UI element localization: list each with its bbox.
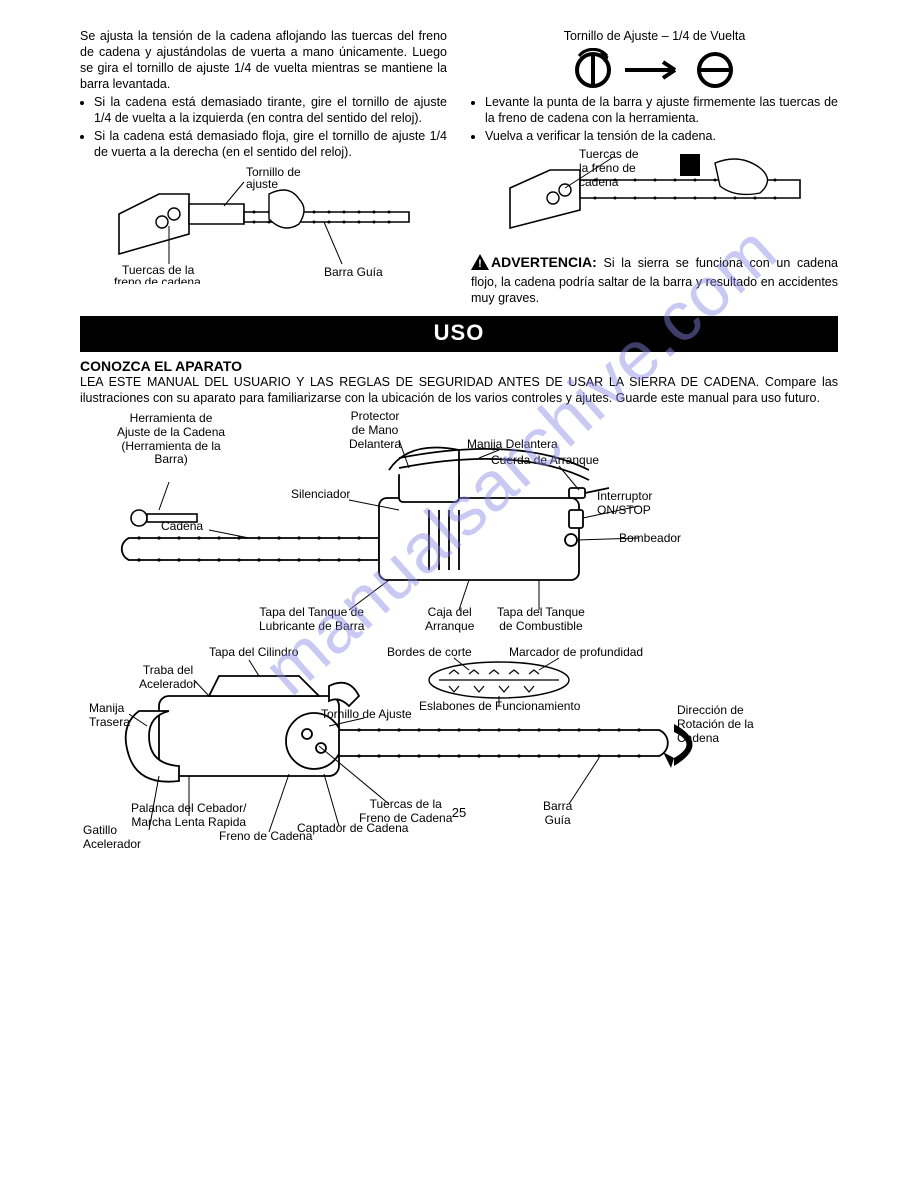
lbl-protector: Protectorde ManoDelantera	[349, 410, 401, 451]
lbl-marcador: Marcador de profundidad	[509, 646, 643, 660]
left-bullet-2: Si la cadena está demasiado floja, gire …	[94, 128, 447, 160]
section-title: CONOZCA EL APARATO	[80, 358, 838, 374]
right-bullet-1: Levante la punta de la barra y ajuste fi…	[485, 94, 838, 126]
lbl-traba: Traba delAcelerador	[139, 664, 197, 692]
lbl-herramienta: Herramienta deAjuste de la Cadena(Herram…	[117, 412, 225, 467]
quarter-turn-icon	[565, 48, 745, 92]
lbl-tapa-lub: Tapa del Tanque deLubricante de Barra	[259, 606, 364, 634]
conozca-section: CONOZCA EL APARATO LEA ESTE MANUAL DEL U…	[80, 358, 838, 406]
lbl-silenciador: Silenciador	[291, 488, 350, 502]
left-bullets: Si la cadena está demasiado tirante, gir…	[80, 94, 447, 160]
lbl-interruptor: InterruptorON/STOP	[597, 490, 652, 518]
figure-quarter-turn	[471, 48, 838, 92]
lbl-tuercas-right: Tuercas dela freno decadena	[579, 148, 639, 189]
lbl-tornillo-a: Tornillo de Ajuste	[321, 708, 412, 722]
warning-label: ADVERTENCIA:	[491, 254, 597, 270]
lbl-tuercas2: freno de cadena	[114, 275, 201, 284]
lbl-manija-t: ManijaTrasera	[89, 702, 130, 730]
lbl-tapa-comb: Tapa del Tanquede Combustible	[497, 606, 585, 634]
chainsaw-adjust-illustration: Tornillo de ajuste Tuercas de la freno d…	[114, 164, 414, 284]
right-column: Tornillo de Ajuste – 1/4 de Vuelta	[471, 28, 838, 306]
diagram-top: Herramienta deAjuste de la Cadena(Herram…	[99, 410, 819, 640]
lbl-manija-del: Manija Delantera	[467, 438, 558, 452]
right-bullet-2: Vuelva a verificar la tensión de la cade…	[485, 128, 838, 144]
manual-page: Se ajusta la tensión de la cadena afloja…	[0, 0, 918, 846]
lbl-tornillo2: ajuste	[246, 177, 278, 191]
intro-text: LEA ESTE MANUAL DEL USUARIO Y LAS REGLAS…	[80, 374, 838, 406]
figure-tighten: Tuercas dela freno decadena	[471, 148, 838, 248]
lbl-tapa-cil: Tapa del Cilindro	[209, 646, 298, 660]
lbl-barra: Barra Guía	[324, 265, 383, 279]
tighten-illustration	[505, 148, 805, 248]
lbl-bordes: Bordes de corte	[387, 646, 472, 660]
lbl-caja: Caja delArranque	[425, 606, 474, 634]
top-columns: Se ajusta la tensión de la cadena afloja…	[80, 28, 838, 306]
uso-heading-bar: USO	[80, 316, 838, 352]
left-bullet-1: Si la cadena está demasiado tirante, gir…	[94, 94, 447, 126]
figure-left: Tornillo de ajuste Tuercas de la freno d…	[80, 164, 447, 284]
warning-block: ! ADVERTENCIA: Si la sierra se funciona …	[471, 254, 838, 306]
lbl-cuerda: Cuerda de Arranque	[491, 454, 599, 468]
right-bullets: Levante la punta de la barra y ajuste fi…	[471, 94, 838, 144]
right-caption: Tornillo de Ajuste – 1/4 de Vuelta	[471, 28, 838, 44]
page-number: 25	[0, 805, 918, 820]
left-paragraph: Se ajusta la tensión de la cadena afloja…	[80, 28, 447, 92]
left-column: Se ajusta la tensión de la cadena afloja…	[80, 28, 447, 306]
lbl-cadena: Cadena	[161, 520, 203, 534]
svg-text:!: !	[478, 258, 482, 270]
lbl-direccion: Dirección deRotación de laCadena	[677, 704, 754, 745]
warning-icon: !	[471, 254, 489, 274]
lbl-gatillo: GatilloAcelerador	[83, 824, 141, 852]
lbl-eslabones: Eslabones de Funcionamiento	[419, 700, 580, 714]
lbl-bombeador: Bombeador	[619, 532, 681, 546]
